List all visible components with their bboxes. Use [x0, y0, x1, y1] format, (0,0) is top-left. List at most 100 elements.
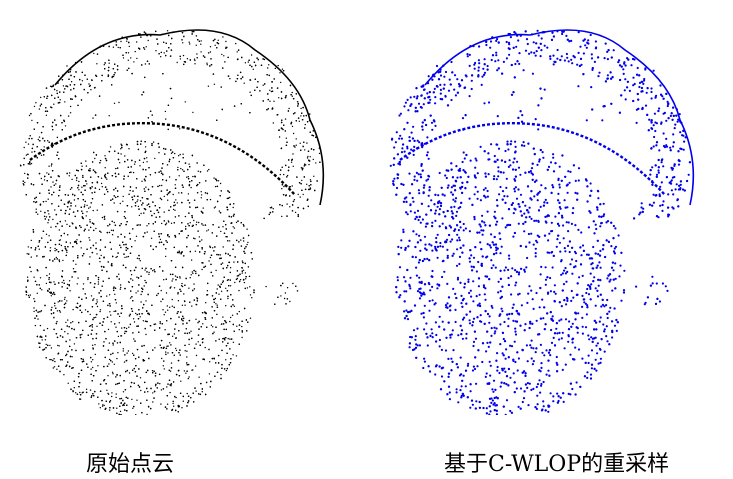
cloud-point — [78, 386, 80, 388]
cloud-point — [76, 393, 79, 395]
cloud-point — [89, 256, 91, 258]
cloud-point — [308, 163, 310, 166]
cloud-point — [130, 381, 133, 384]
cloud-point — [117, 46, 119, 49]
cloud-point — [172, 273, 174, 276]
cloud-point — [91, 222, 94, 224]
cloud-point — [287, 169, 290, 172]
cloud-point — [168, 209, 170, 212]
cloud-point — [89, 206, 91, 208]
cloud-point — [210, 263, 212, 266]
cloud-point — [169, 370, 172, 372]
cloud-point — [31, 137, 33, 140]
cloud-point — [307, 155, 309, 158]
cloud-point — [267, 98, 269, 101]
cloud-point — [82, 174, 84, 177]
cloud-point — [282, 194, 285, 196]
cloud-point — [104, 173, 107, 175]
cloud-point — [84, 228, 86, 230]
cloud-point — [163, 211, 165, 213]
cloud-point — [164, 406, 167, 408]
cloud-point — [219, 212, 222, 214]
cloud-point — [291, 204, 294, 206]
cloud-point — [124, 256, 126, 259]
cloud-point — [36, 335, 39, 338]
cloud-point — [216, 235, 218, 237]
cloud-point — [84, 189, 86, 191]
cloud-point — [286, 203, 288, 205]
cloud-point — [220, 373, 222, 376]
cloud-point — [295, 138, 297, 140]
cloud-point — [197, 183, 199, 186]
cloud-point — [177, 411, 179, 413]
cloud-point — [100, 265, 103, 268]
cloud-point — [179, 128, 181, 130]
cloud-point — [94, 344, 96, 346]
cloud-point — [88, 237, 90, 239]
cloud-point — [163, 147, 165, 150]
cloud-point — [191, 216, 193, 219]
cloud-point — [87, 366, 89, 368]
cloud-point — [189, 181, 191, 183]
cloud-point — [90, 361, 93, 363]
cloud-point — [95, 172, 97, 174]
cloud-point — [82, 283, 85, 285]
cloud-point — [245, 319, 248, 321]
cloud-point — [202, 207, 204, 209]
cloud-point — [232, 244, 235, 246]
cloud-point — [140, 143, 142, 145]
cloud-point — [241, 270, 243, 272]
cloud-point — [175, 373, 178, 376]
cloud-point — [152, 141, 155, 143]
cloud-point — [25, 294, 28, 296]
cloud-point — [143, 188, 145, 190]
cloud-point — [173, 222, 175, 224]
cloud-point — [30, 183, 33, 185]
cloud-point — [159, 383, 161, 385]
cloud-point — [114, 187, 117, 189]
cloud-point — [107, 75, 110, 78]
cloud-point — [128, 148, 130, 150]
cloud-point — [124, 389, 127, 391]
cloud-point — [126, 369, 128, 372]
cloud-point — [81, 361, 84, 363]
cloud-point — [231, 232, 233, 234]
cloud-point — [55, 307, 57, 309]
cloud-point — [99, 383, 102, 385]
cloud-point — [93, 298, 95, 300]
cloud-point — [182, 315, 184, 318]
cloud-point — [101, 216, 104, 219]
cloud-point — [85, 165, 88, 167]
cloud-point — [183, 170, 185, 172]
cloud-point — [100, 177, 103, 179]
cloud-point — [122, 200, 124, 202]
cloud-point — [160, 56, 162, 58]
cloud-point — [281, 184, 284, 186]
cloud-point — [99, 249, 102, 251]
cloud-point — [114, 299, 117, 301]
cloud-point — [214, 44, 216, 46]
cloud-point — [118, 322, 121, 324]
cloud-point — [98, 292, 100, 294]
cloud-point — [290, 121, 293, 124]
cloud-point — [114, 293, 116, 295]
cloud-point — [193, 401, 195, 403]
cloud-point — [48, 288, 50, 290]
cloud-point — [116, 374, 118, 376]
cloud-point — [285, 303, 287, 305]
cloud-point — [96, 181, 99, 183]
cloud-point — [23, 146, 25, 149]
cloud-point — [35, 208, 37, 210]
cloud-point — [62, 336, 64, 338]
cloud-point — [244, 272, 247, 274]
cloud-point — [135, 235, 138, 237]
cloud-point — [158, 152, 160, 154]
cloud-point — [225, 328, 227, 331]
cloud-point — [192, 289, 194, 292]
cloud-point — [263, 217, 265, 220]
cloud-point — [175, 409, 177, 412]
cloud-point — [151, 114, 153, 116]
cloud-point — [147, 188, 150, 191]
cloud-point — [283, 185, 285, 188]
cloud-point — [120, 40, 122, 43]
